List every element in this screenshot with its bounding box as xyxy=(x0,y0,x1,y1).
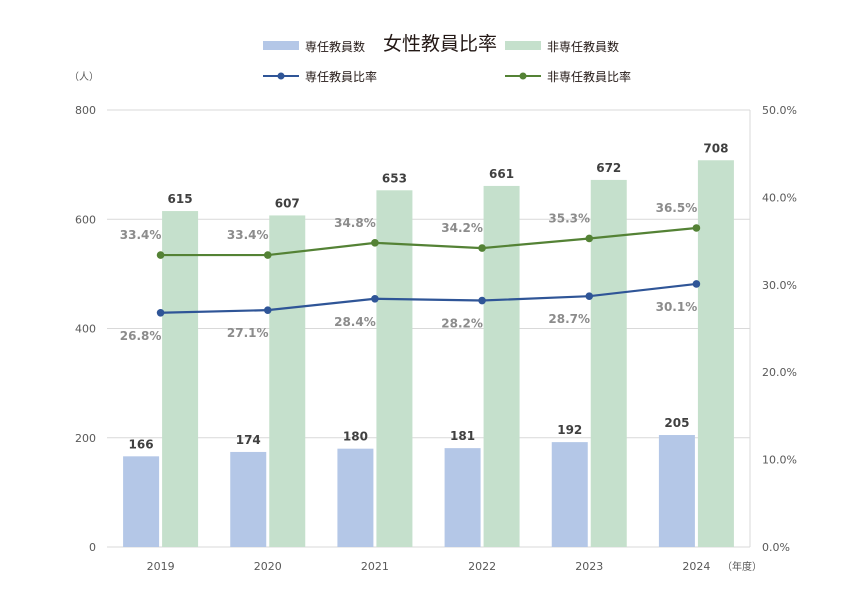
x-axis-tick-label: 2024 xyxy=(682,560,710,573)
bar-data-label: 174 xyxy=(236,433,261,447)
x-axis-tick-label: 2021 xyxy=(361,560,389,573)
legend-label: 専任教員比率 xyxy=(305,69,377,84)
right-axis-tick-label: 40.0% xyxy=(762,191,797,204)
line-data-label: 26.8% xyxy=(120,329,162,343)
line-data-label: 33.4% xyxy=(227,228,269,242)
bar-data-label: 661 xyxy=(489,167,514,181)
line-point xyxy=(478,296,486,305)
legend-label: 専任教員数 xyxy=(305,39,365,54)
bar-fulltime xyxy=(658,435,695,547)
left-axis-tick-label: 600 xyxy=(75,213,96,226)
line-parttime-ratio xyxy=(160,226,697,257)
line-point xyxy=(263,251,272,259)
x-axis-tick-label: 2019 xyxy=(147,560,175,573)
right-axis-tick-label: 20.0% xyxy=(762,366,797,379)
chart-title: 女性教員比率 xyxy=(383,33,497,55)
legend-label: 非専任教員比率 xyxy=(547,69,631,84)
line-point xyxy=(692,224,701,232)
bar-parttime xyxy=(483,185,520,547)
line-data-label: 34.2% xyxy=(441,221,483,235)
line-point xyxy=(263,306,272,314)
bar-data-label: 181 xyxy=(450,429,475,443)
x-axis-tick-label: 2023 xyxy=(575,560,603,573)
line-data-label: 28.4% xyxy=(334,315,376,329)
legend-swatch-bar xyxy=(505,41,541,50)
line-data-label: 27.1% xyxy=(227,326,269,340)
bar-parttime xyxy=(162,211,199,547)
bar-data-label: 180 xyxy=(343,430,368,444)
line-point xyxy=(692,280,701,288)
left-axis-tick-label: 800 xyxy=(75,104,96,117)
bar-parttime xyxy=(590,179,627,548)
bar-parttime xyxy=(376,190,413,547)
bar-data-label: 607 xyxy=(275,196,300,210)
legend-swatch-bar xyxy=(263,41,299,50)
line-point xyxy=(585,292,594,300)
bar-parttime xyxy=(697,160,734,547)
right-axis-tick-label: 0.0% xyxy=(762,541,790,554)
bar-data-label: 205 xyxy=(664,416,689,430)
bar-fulltime xyxy=(444,448,481,547)
line-point xyxy=(156,251,165,259)
line-data-label: 28.2% xyxy=(441,317,483,331)
bar-data-label: 166 xyxy=(129,437,154,451)
x-axis-unit: （年度） xyxy=(722,560,762,573)
right-axis-tick-label: 50.0% xyxy=(762,104,797,117)
bar-fulltime xyxy=(230,451,267,547)
line-data-label: 34.8% xyxy=(334,216,376,230)
legend-swatch-marker xyxy=(519,72,527,80)
bar-data-label: 672 xyxy=(596,161,621,175)
x-axis-tick-label: 2022 xyxy=(468,560,496,573)
left-axis-unit: （人） xyxy=(69,71,99,83)
left-axis-tick-label: 200 xyxy=(75,432,96,445)
line-fulltime-ratio xyxy=(160,282,697,314)
bar-data-label: 653 xyxy=(382,171,407,185)
line-data-label: 30.1% xyxy=(656,300,698,314)
line-data-label: 35.3% xyxy=(548,211,590,225)
line-point xyxy=(585,234,594,243)
line-point xyxy=(371,239,379,247)
line-data-label: 28.7% xyxy=(548,312,590,326)
x-axis-tick-label: 2020 xyxy=(254,560,282,573)
bar-data-label: 615 xyxy=(168,192,193,206)
line-data-label: 33.4% xyxy=(120,228,162,242)
legend-label: 非専任教員数 xyxy=(547,39,619,54)
line-point xyxy=(478,244,486,252)
bar-data-label: 708 xyxy=(703,141,728,155)
bar-fulltime xyxy=(337,448,374,547)
bar-fulltime xyxy=(551,442,588,547)
right-axis-tick-label: 10.0% xyxy=(762,454,797,467)
line-data-label: 36.5% xyxy=(656,201,698,215)
right-axis-tick-label: 30.0% xyxy=(762,279,797,292)
legend-swatch-marker xyxy=(277,72,285,80)
left-axis-tick-label: 400 xyxy=(75,323,96,336)
line-point xyxy=(371,294,379,303)
line-point xyxy=(156,308,165,317)
bar-parttime xyxy=(269,215,306,547)
left-axis-tick-label: 0 xyxy=(89,541,96,554)
bar-data-label: 192 xyxy=(557,423,582,437)
bar-fulltime xyxy=(123,456,160,547)
